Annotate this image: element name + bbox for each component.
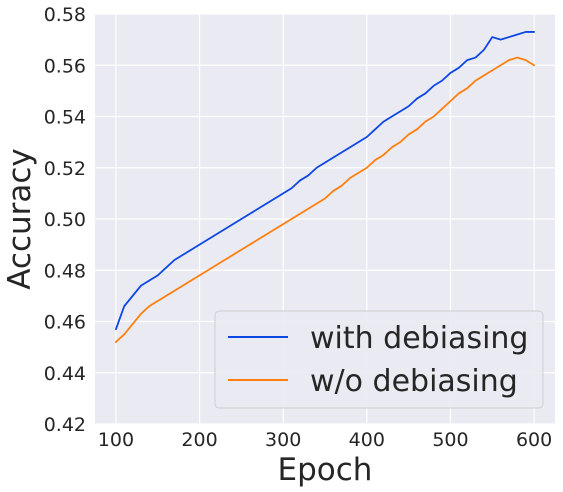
y-tick-label: 0.48 <box>44 260 86 282</box>
legend-label-with-debiasing: with debiasing <box>310 321 528 356</box>
x-tick-labels: 100 200 300 400 500 600 <box>98 429 552 451</box>
y-tick-label: 0.58 <box>44 4 86 26</box>
legend-box <box>214 310 544 409</box>
y-tick-label: 0.52 <box>44 158 86 180</box>
legend: with debiasing w/o debiasing <box>214 310 544 409</box>
x-tick-label: 600 <box>516 429 552 451</box>
y-tick-labels: 0.42 0.44 0.46 0.48 0.50 0.52 0.54 0.56 0.58 <box>44 4 86 436</box>
legend-label-without-debiasing: w/o debiasing <box>310 364 518 399</box>
x-tick-label: 400 <box>349 429 385 451</box>
y-axis-label: Accuracy <box>2 148 38 290</box>
series-line-without-debiasing <box>115 56 535 343</box>
y-tick-label: 0.42 <box>44 414 86 436</box>
x-tick-label: 500 <box>432 429 468 451</box>
y-tick-label: 0.56 <box>44 55 86 77</box>
y-tick-label: 0.54 <box>44 107 86 129</box>
x-tick-label: 100 <box>98 429 134 451</box>
series-line-with-debiasing <box>115 31 535 331</box>
x-tick-label: 300 <box>265 429 301 451</box>
grid <box>95 13 555 425</box>
x-axis-label: Epoch <box>278 452 373 488</box>
series-layer <box>115 31 535 343</box>
y-tick-label: 0.44 <box>44 363 86 385</box>
y-tick-label: 0.50 <box>44 209 86 231</box>
x-tick-label: 200 <box>181 429 217 451</box>
y-tick-label: 0.46 <box>44 312 86 334</box>
